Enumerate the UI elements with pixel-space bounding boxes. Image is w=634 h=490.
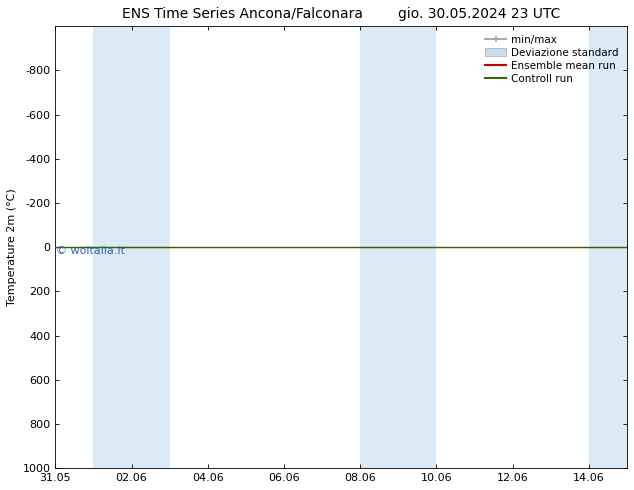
Bar — [360, 26, 436, 468]
Legend: min/max, Deviazione standard, Ensemble mean run, Controll run: min/max, Deviazione standard, Ensemble m… — [482, 31, 622, 87]
Y-axis label: Temperature 2m (°C): Temperature 2m (°C) — [7, 188, 17, 306]
Bar — [93, 26, 170, 468]
Text: © woitalia.it: © woitalia.it — [56, 246, 125, 256]
Bar — [589, 26, 627, 468]
Title: ENS Time Series Ancona/Falconara        gio. 30.05.2024 23 UTC: ENS Time Series Ancona/Falconara gio. 30… — [122, 7, 560, 21]
